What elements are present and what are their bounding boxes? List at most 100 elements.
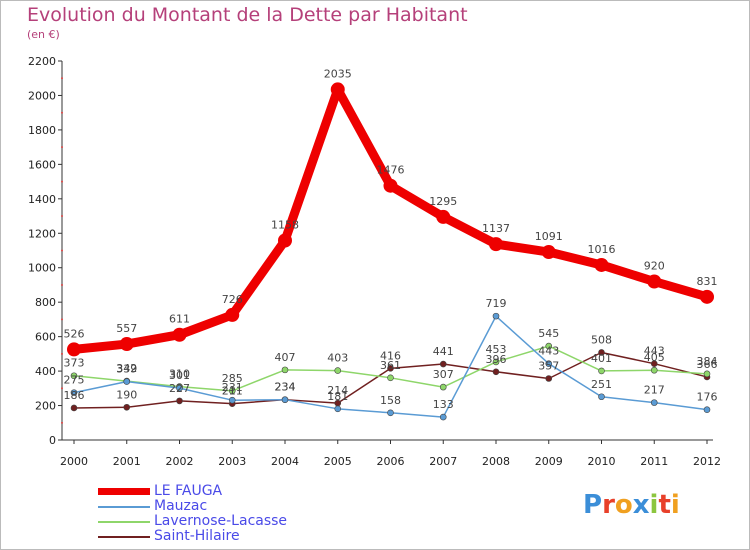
data-label: 342 xyxy=(116,362,137,375)
data-labels: 526 557 611 726 1158 2035 1476 1295 1137 1091 1016… xyxy=(64,67,718,411)
data-point xyxy=(598,393,605,401)
y-tick-label: 800 xyxy=(35,296,56,309)
data-point xyxy=(703,370,711,378)
data-point xyxy=(70,404,78,412)
data-point xyxy=(225,307,240,322)
x-tick-label: 2004 xyxy=(271,455,299,468)
x-tick-label: 2006 xyxy=(377,455,405,468)
data-point xyxy=(598,367,605,375)
data-label: 176 xyxy=(697,391,718,404)
data-label: 366 xyxy=(697,358,718,371)
x-tick-label: 2005 xyxy=(324,455,352,468)
x-tick-label: 2007 xyxy=(429,455,457,468)
data-point xyxy=(70,389,78,396)
data-point xyxy=(67,342,81,357)
legend-swatch xyxy=(98,506,150,508)
data-point xyxy=(330,82,345,97)
data-label: 831 xyxy=(697,275,718,288)
data-point xyxy=(387,409,394,417)
y-tick-label: 1000 xyxy=(28,262,56,275)
data-label: 339 xyxy=(116,363,137,376)
x-tick-label: 2008 xyxy=(482,455,510,468)
data-label: 443 xyxy=(644,345,665,358)
data-label: 508 xyxy=(591,333,612,346)
data-point xyxy=(545,375,553,382)
data-point xyxy=(439,413,447,421)
x-tick-labels: 2000 2001 2002 2003 2004 2005 2006 2007 2008 2009… xyxy=(60,455,721,468)
data-point xyxy=(492,312,500,320)
data-point xyxy=(278,233,292,248)
y-tick-label: 400 xyxy=(35,365,56,378)
data-label: 443 xyxy=(538,345,559,358)
data-label: 611 xyxy=(169,313,190,326)
data-point xyxy=(228,396,236,404)
data-label: 407 xyxy=(275,351,296,364)
data-point xyxy=(650,360,658,367)
data-point xyxy=(700,289,714,304)
data-label: 227 xyxy=(169,382,190,395)
data-label: 181 xyxy=(327,390,348,403)
x-tick-label: 2002 xyxy=(166,455,194,468)
data-label: 453 xyxy=(486,343,507,356)
y-tick-label: 1200 xyxy=(28,227,56,240)
legend-swatch xyxy=(98,488,150,495)
legend-label: Saint-Hilaire xyxy=(154,528,240,544)
series-line-le-fauga xyxy=(73,84,709,354)
data-label: 1091 xyxy=(535,230,563,243)
data-label: 920 xyxy=(644,260,665,273)
data-label: 231 xyxy=(222,381,243,394)
data-label: 405 xyxy=(644,351,665,364)
data-label: 158 xyxy=(380,394,401,407)
data-label: 214 xyxy=(327,384,348,397)
x-tick-label: 2009 xyxy=(535,455,563,468)
data-label: 719 xyxy=(486,297,507,310)
data-point xyxy=(436,209,451,224)
data-point xyxy=(439,383,447,391)
data-point xyxy=(123,378,131,385)
data-label: 1016 xyxy=(588,243,616,256)
data-point xyxy=(281,396,289,403)
data-point xyxy=(545,342,553,350)
data-label: 275 xyxy=(64,374,85,387)
data-point xyxy=(176,384,183,392)
data-point xyxy=(70,372,78,380)
data-label: 301 xyxy=(169,369,190,382)
data-point xyxy=(545,360,553,367)
data-label: 234 xyxy=(275,381,296,394)
data-point xyxy=(123,403,131,411)
series-lines xyxy=(67,82,714,421)
data-label: 133 xyxy=(433,398,454,411)
data-point xyxy=(119,337,134,352)
data-point xyxy=(172,327,187,342)
chart-subtitle: (en €) xyxy=(27,28,60,41)
data-label: 1137 xyxy=(482,222,510,235)
data-label: 416 xyxy=(380,349,401,362)
y-tick-label: 1800 xyxy=(28,124,56,137)
data-label: 285 xyxy=(222,372,243,385)
data-label: 441 xyxy=(433,345,454,358)
proxiti-logo: Proxiti xyxy=(583,490,680,520)
data-point xyxy=(594,257,609,272)
data-point xyxy=(383,178,398,193)
y-tick-label: 0 xyxy=(49,434,56,447)
data-point xyxy=(387,365,394,372)
legend-label: Mauzac xyxy=(154,498,208,514)
data-point xyxy=(492,368,500,376)
y-tick-label: 2000 xyxy=(28,89,56,102)
data-label: 396 xyxy=(486,353,507,366)
data-point xyxy=(387,374,394,382)
data-label: 190 xyxy=(116,388,137,401)
y-tick-label: 2200 xyxy=(28,55,56,68)
y-tick-labels: 0 200 400 600 800 1000 1200 1400 1600 1800 2000 220… xyxy=(28,55,56,447)
data-label: 186 xyxy=(64,389,85,402)
x-tick-label: 2001 xyxy=(113,455,141,468)
data-point xyxy=(598,349,605,356)
data-label: 2035 xyxy=(324,67,352,80)
data-label: 357 xyxy=(538,359,559,372)
x-tick-label: 2003 xyxy=(218,455,246,468)
y-tick-label: 600 xyxy=(35,331,56,344)
data-point xyxy=(650,399,658,406)
data-point xyxy=(650,366,658,374)
data-point xyxy=(334,405,342,413)
